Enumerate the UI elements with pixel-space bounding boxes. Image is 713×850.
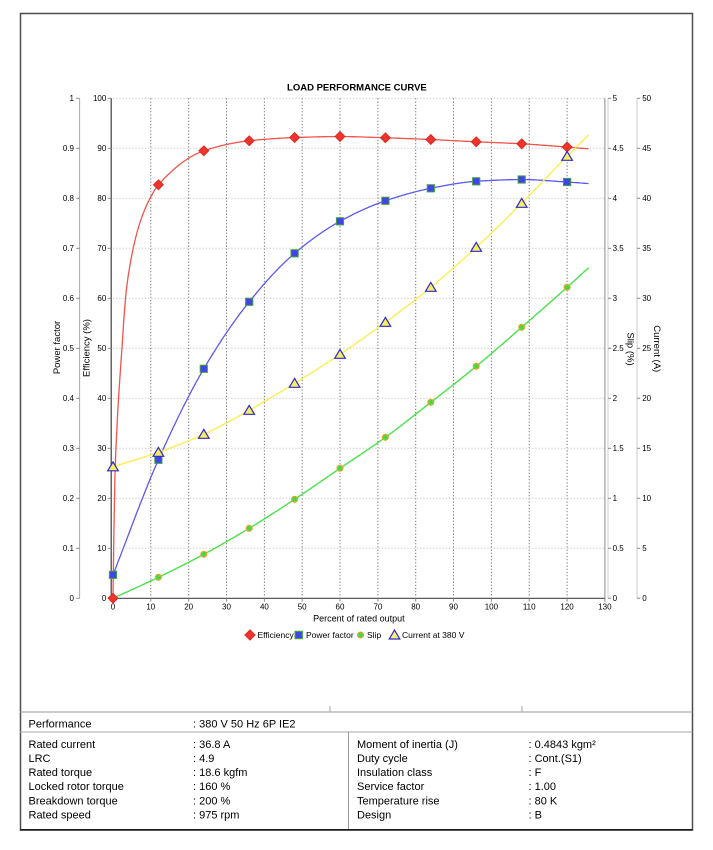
svg-text:90: 90 xyxy=(449,602,458,611)
svg-text:Breakdown torque: Breakdown torque xyxy=(29,795,118,807)
svg-text:Rated current: Rated current xyxy=(29,739,96,751)
svg-text:30: 30 xyxy=(97,444,106,453)
svg-text:40: 40 xyxy=(260,602,269,611)
svg-text:Current at 380 V: Current at 380 V xyxy=(402,630,465,640)
svg-text:1: 1 xyxy=(613,494,618,503)
svg-text:0.6: 0.6 xyxy=(63,294,75,303)
svg-text:5: 5 xyxy=(642,544,647,553)
svg-text:50: 50 xyxy=(97,344,106,353)
svg-text:Rated speed: Rated speed xyxy=(29,809,91,821)
svg-text:50: 50 xyxy=(298,602,307,611)
svg-text:4.5: 4.5 xyxy=(613,144,625,153)
svg-text:3: 3 xyxy=(613,294,618,303)
svg-text:Efficiency: Efficiency xyxy=(258,630,295,640)
svg-text:3.5: 3.5 xyxy=(613,244,625,253)
svg-text:Power factor: Power factor xyxy=(52,321,63,374)
svg-text:1: 1 xyxy=(70,94,75,103)
svg-text:50: 50 xyxy=(642,94,651,103)
svg-text:Service factor: Service factor xyxy=(357,781,425,793)
svg-text:40: 40 xyxy=(97,394,106,403)
svg-text:Efficiency (%): Efficiency (%) xyxy=(82,319,93,377)
svg-text:Slip (%): Slip (%) xyxy=(625,332,636,365)
svg-text:20: 20 xyxy=(97,494,106,503)
svg-text:0.3: 0.3 xyxy=(63,444,75,453)
svg-text:25: 25 xyxy=(642,344,651,353)
svg-text:: 18.6 kgfm: : 18.6 kgfm xyxy=(193,767,247,779)
svg-text:: 1.00: : 1.00 xyxy=(529,781,557,793)
svg-text:30: 30 xyxy=(222,602,231,611)
svg-text:0.8: 0.8 xyxy=(63,194,75,203)
svg-text:10: 10 xyxy=(642,494,651,503)
svg-text:Insulation class: Insulation class xyxy=(357,767,433,779)
svg-text:: Cont.(S1): : Cont.(S1) xyxy=(529,753,582,765)
svg-text:0.7: 0.7 xyxy=(63,244,75,253)
svg-text:4: 4 xyxy=(613,194,618,203)
svg-text:Performance: Performance xyxy=(29,719,92,731)
svg-text:30: 30 xyxy=(642,294,651,303)
svg-text:: 200 %: : 200 % xyxy=(193,795,231,807)
svg-text:60: 60 xyxy=(336,602,345,611)
svg-text:0.2: 0.2 xyxy=(63,494,75,503)
svg-text:Locked rotor torque: Locked rotor torque xyxy=(29,781,124,793)
svg-text:120: 120 xyxy=(560,602,574,611)
svg-text:10: 10 xyxy=(146,602,155,611)
svg-text:Slip: Slip xyxy=(367,630,381,640)
svg-text:Temperature rise: Temperature rise xyxy=(357,795,440,807)
svg-text:Power factor: Power factor xyxy=(306,630,354,640)
svg-text:100: 100 xyxy=(93,94,107,103)
svg-text:0.5: 0.5 xyxy=(613,544,625,553)
svg-text:130: 130 xyxy=(598,602,612,611)
svg-text:80: 80 xyxy=(411,602,420,611)
svg-text:0: 0 xyxy=(111,602,116,611)
svg-text:35: 35 xyxy=(642,244,651,253)
svg-text:1.5: 1.5 xyxy=(613,444,625,453)
svg-text:0.5: 0.5 xyxy=(63,344,75,353)
svg-text:: 380 V 50 Hz 6P IE2: : 380 V 50 Hz 6P IE2 xyxy=(193,719,296,731)
svg-text:0.9: 0.9 xyxy=(63,144,75,153)
svg-text:110: 110 xyxy=(523,602,536,611)
svg-text:0: 0 xyxy=(613,594,618,603)
svg-text:Current (A): Current (A) xyxy=(651,325,662,372)
svg-text:100: 100 xyxy=(485,602,499,611)
svg-text:5: 5 xyxy=(613,94,618,103)
svg-text:15: 15 xyxy=(642,444,651,453)
svg-text:Duty cycle: Duty cycle xyxy=(357,753,408,765)
svg-text:: B: : B xyxy=(529,809,542,821)
svg-text:: 0.4843 kgm²: : 0.4843 kgm² xyxy=(529,739,597,751)
svg-text:0: 0 xyxy=(642,594,647,603)
svg-text:40: 40 xyxy=(642,194,651,203)
svg-text:0.4: 0.4 xyxy=(63,394,75,403)
svg-text:2.5: 2.5 xyxy=(613,344,625,353)
svg-text:2: 2 xyxy=(613,394,618,403)
svg-text:0: 0 xyxy=(102,594,107,603)
svg-text:90: 90 xyxy=(97,144,106,153)
svg-text:80: 80 xyxy=(97,194,106,203)
svg-text:60: 60 xyxy=(97,294,106,303)
svg-text:20: 20 xyxy=(184,602,193,611)
svg-text:: 80 K: : 80 K xyxy=(529,795,558,807)
svg-text:: 36.8 A: : 36.8 A xyxy=(193,739,231,751)
svg-text:LRC: LRC xyxy=(29,753,51,765)
svg-text:0.1: 0.1 xyxy=(63,544,75,553)
svg-text:: 4.9: : 4.9 xyxy=(193,753,214,765)
svg-text:20: 20 xyxy=(642,394,651,403)
svg-text:Design: Design xyxy=(357,809,391,821)
svg-text:: 160 %: : 160 % xyxy=(193,781,231,793)
svg-text:Moment of inertia (J): Moment of inertia (J) xyxy=(357,739,458,751)
svg-text:70: 70 xyxy=(97,244,106,253)
svg-text:Percent of rated output: Percent of rated output xyxy=(313,614,405,624)
svg-text:0: 0 xyxy=(70,594,75,603)
svg-text:70: 70 xyxy=(373,602,382,611)
svg-text:LOAD PERFORMANCE CURVE: LOAD PERFORMANCE CURVE xyxy=(287,83,427,94)
svg-text:: F: : F xyxy=(529,767,542,779)
svg-text:10: 10 xyxy=(97,544,106,553)
svg-text:: 975 rpm: : 975 rpm xyxy=(193,809,239,821)
svg-text:45: 45 xyxy=(642,144,651,153)
svg-text:Rated torque: Rated torque xyxy=(29,767,93,779)
